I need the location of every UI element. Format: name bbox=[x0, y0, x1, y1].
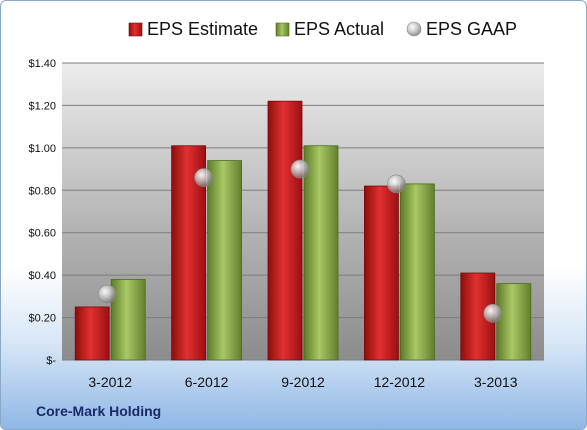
y-tick-label: $0.60 bbox=[28, 228, 56, 240]
legend-swatch bbox=[128, 22, 143, 37]
company-name: Core-Mark Holding bbox=[36, 403, 162, 419]
y-tick-label: $1.20 bbox=[28, 100, 56, 112]
eps-gaap-point bbox=[290, 159, 310, 179]
y-axis: $- $0.20 $0.40 $0.60 $0.80 $1.00 $1.20 $1.40 bbox=[28, 58, 56, 367]
x-tick-label: 3-2013 bbox=[474, 374, 518, 390]
x-axis: 3-2012 6-2012 9-2012 12-2012 3-2013 bbox=[88, 374, 517, 390]
eps-estimate-bar bbox=[74, 306, 110, 361]
gaap-points bbox=[97, 159, 503, 323]
eps-actual-bar bbox=[207, 160, 243, 361]
legend: EPS Estimate EPS Actual EPS GAAP bbox=[128, 19, 517, 39]
legend-label: EPS Actual bbox=[294, 19, 384, 39]
eps-estimate-bar bbox=[363, 185, 399, 361]
x-tick-label: 9-2012 bbox=[281, 374, 325, 390]
legend-label: EPS Estimate bbox=[147, 19, 258, 39]
y-tick-label: $0.20 bbox=[28, 313, 56, 325]
x-tick-label: 12-2012 bbox=[374, 374, 426, 390]
eps-actual-bar bbox=[303, 145, 339, 361]
legend-label: EPS GAAP bbox=[426, 19, 517, 39]
y-tick-label: $0.80 bbox=[28, 185, 56, 197]
eps-estimate-bar bbox=[267, 100, 303, 361]
eps-actual-bar bbox=[110, 278, 146, 361]
eps-gaap-point bbox=[97, 284, 117, 304]
eps-gaap-point bbox=[194, 168, 213, 187]
y-tick-label: $1.00 bbox=[28, 143, 56, 155]
legend-swatch bbox=[275, 22, 290, 37]
eps-gaap-point bbox=[483, 304, 503, 323]
y-tick-label: $1.40 bbox=[28, 58, 56, 70]
y-tick-label: $- bbox=[46, 355, 56, 367]
x-tick-label: 3-2012 bbox=[88, 374, 132, 390]
eps-gaap-point bbox=[387, 174, 406, 194]
eps-actual-bar bbox=[496, 283, 532, 361]
eps-actual-bar bbox=[399, 183, 435, 361]
x-tick-label: 6-2012 bbox=[185, 374, 229, 390]
y-tick-label: $0.40 bbox=[28, 270, 56, 282]
legend-swatch bbox=[406, 21, 422, 37]
